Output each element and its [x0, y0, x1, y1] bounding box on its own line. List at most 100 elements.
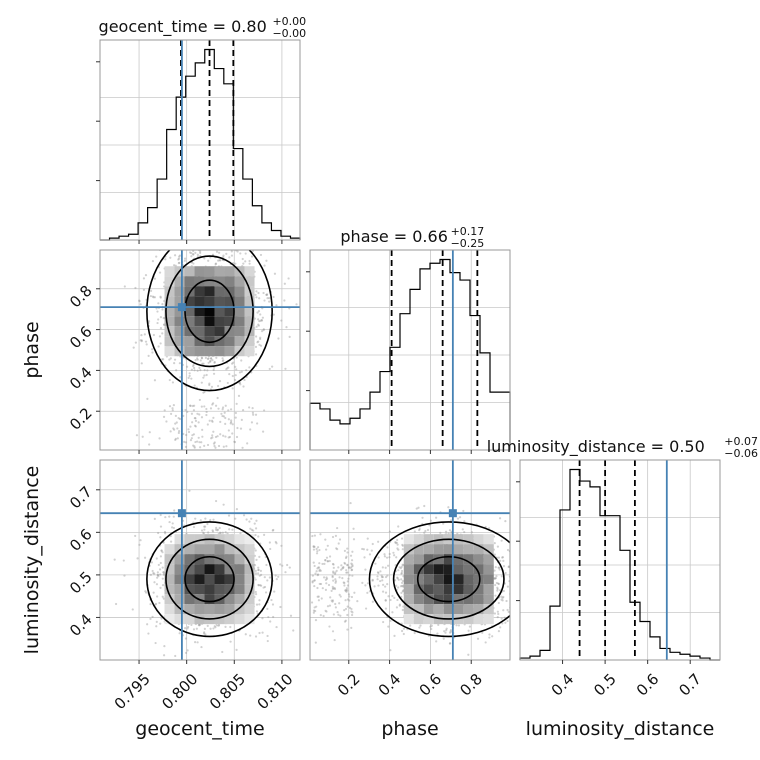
- scatter-point: [520, 554, 522, 556]
- scatter-point: [144, 590, 147, 593]
- ytick-label-phase: 0.4: [66, 363, 96, 393]
- scatter-point: [388, 556, 391, 559]
- scatter-point: [255, 519, 258, 522]
- density-cell: [443, 574, 454, 585]
- scatter-point: [332, 579, 335, 582]
- density-cell: [234, 276, 245, 287]
- scatter-point: [504, 571, 507, 575]
- ytick-label-phase: 0.8: [66, 282, 96, 312]
- scatter-point: [265, 259, 268, 262]
- scatter-point: [334, 571, 337, 574]
- density-cell: [204, 594, 215, 605]
- scatter-point: [447, 506, 450, 509]
- scatter-point: [229, 640, 232, 643]
- scatter-point: [343, 562, 347, 565]
- scatter-point: [203, 257, 206, 260]
- density-cell: [164, 306, 175, 317]
- scatter-point: [244, 633, 247, 636]
- scatter-point: [261, 617, 264, 620]
- scatter-point: [324, 588, 328, 592]
- scatter-point: [183, 440, 186, 444]
- scatter-point: [205, 373, 208, 377]
- scatter-point: [400, 595, 403, 598]
- scatter-point: [517, 579, 519, 581]
- panel-frame-phase: [309, 249, 511, 451]
- scatter-point: [258, 631, 261, 635]
- scatter-point: [174, 202, 176, 204]
- density-cell: [184, 594, 195, 605]
- scatter-point: [231, 374, 234, 378]
- scatter-point: [269, 243, 271, 245]
- scatter-point: [314, 609, 317, 613]
- density-cell: [194, 534, 205, 545]
- density-cell: [204, 554, 215, 565]
- scatter-point: [364, 607, 368, 610]
- scatter-point: [348, 606, 352, 609]
- scatter-point: [275, 304, 278, 307]
- scatter-point: [184, 651, 188, 655]
- scatter-point: [145, 591, 148, 594]
- scatter-point: [323, 562, 326, 565]
- scatter-point: [333, 572, 337, 575]
- scatter-point: [196, 357, 199, 360]
- scatter-point: [350, 626, 353, 630]
- scatter-point: [423, 531, 426, 534]
- scatter-point: [493, 553, 496, 556]
- scatter-point: [263, 299, 266, 302]
- scatter-point: [333, 586, 336, 590]
- scatter-point: [215, 245, 217, 247]
- scatter-point: [259, 584, 263, 587]
- scatter-point: [174, 414, 177, 418]
- scatter-point: [147, 320, 151, 323]
- scatter-point: [259, 569, 262, 573]
- scatter-point: [462, 509, 465, 513]
- density-cell: [184, 336, 195, 347]
- scatter-point: [497, 582, 500, 585]
- density-cell: [214, 614, 225, 625]
- scatter-point: [318, 568, 321, 571]
- scatter-point: [196, 440, 199, 443]
- scatter-point: [262, 586, 265, 589]
- scatter-point: [395, 556, 398, 559]
- scatter-point: [346, 551, 349, 554]
- scatter-point: [507, 565, 510, 568]
- scatter-point: [227, 418, 230, 421]
- scatter-point: [177, 238, 179, 240]
- scatter-point: [222, 359, 225, 362]
- scatter-point: [200, 416, 204, 419]
- scatter-point: [154, 603, 157, 606]
- scatter-point: [168, 405, 172, 408]
- scatter-point: [254, 569, 257, 572]
- density-cell: [453, 564, 464, 575]
- density-cell: [184, 534, 195, 545]
- scatter-point: [442, 522, 445, 525]
- density-cell: [174, 574, 185, 585]
- density-cell: [224, 544, 235, 555]
- scatter-point: [295, 303, 298, 306]
- scatter-point: [192, 628, 196, 631]
- scatter-point: [262, 328, 265, 332]
- scatter-point: [193, 445, 196, 448]
- scatter-point: [259, 336, 262, 339]
- contour-1: [165, 255, 254, 368]
- scatter-point: [373, 585, 376, 588]
- scatter-point: [263, 585, 267, 589]
- scatter-point: [224, 241, 226, 243]
- scatter-point: [142, 277, 146, 280]
- scatter-point: [186, 410, 189, 413]
- scatter-point: [326, 544, 329, 547]
- scatter-point: [257, 291, 260, 295]
- scatter-point: [157, 302, 160, 305]
- scatter-point: [154, 602, 158, 605]
- scatter-point: [159, 536, 162, 539]
- scatter-point: [231, 387, 234, 390]
- scatter-point: [288, 335, 291, 338]
- density-cell: [443, 604, 454, 615]
- scatter-point: [510, 587, 512, 589]
- scatter-point: [235, 368, 238, 371]
- scatter-point: [205, 407, 208, 411]
- scatter-point: [346, 564, 349, 567]
- scatter-point: [327, 583, 331, 587]
- scatter-point: [159, 555, 162, 558]
